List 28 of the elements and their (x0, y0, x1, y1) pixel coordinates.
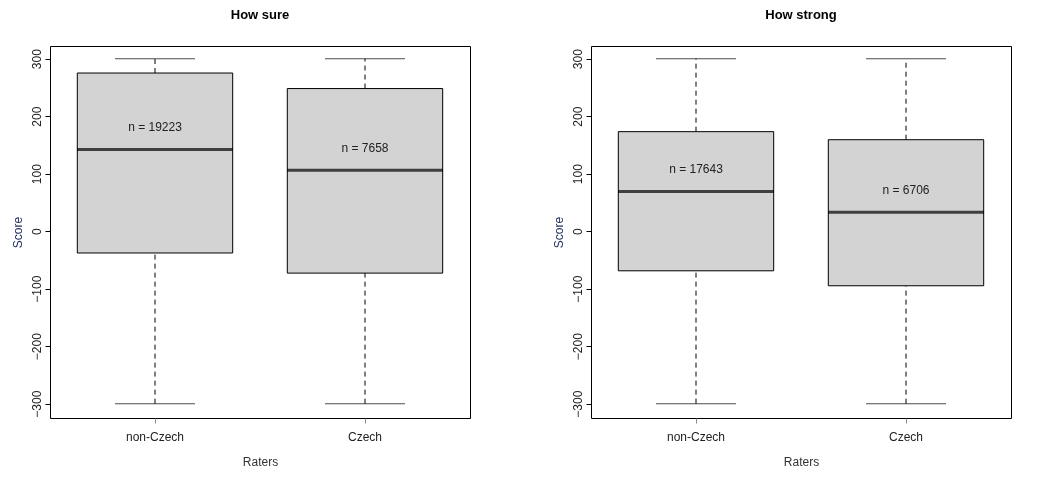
y-tick-label: −300 (570, 390, 585, 418)
annotation: n = 7658 (341, 141, 389, 156)
y-tick-label: −300 (29, 390, 44, 418)
annotation: n = 17643 (669, 162, 724, 177)
x-tick-label: Czech (888, 429, 924, 444)
x-axis-title: Raters (783, 454, 820, 469)
y-tick-label: 0 (29, 227, 44, 235)
y-tick-label: −100 (29, 275, 44, 303)
x-axis-title: Raters (242, 454, 279, 469)
y-tick-label: 200 (570, 106, 585, 127)
y-tick-label: 300 (29, 48, 44, 70)
annotation: n = 6706 (882, 183, 930, 198)
y-tick-label: −200 (29, 332, 44, 361)
y-tick-label: −200 (570, 332, 585, 361)
x-tick-label: non-Czech (125, 429, 185, 444)
y-tick-label: 100 (29, 163, 44, 185)
y-axis-title: Score (10, 216, 25, 249)
x-tick-label: non-Czech (666, 429, 726, 444)
y-tick-label: 0 (570, 227, 585, 235)
y-tick-label: −100 (570, 275, 585, 303)
chart-title: How strong (765, 7, 837, 22)
x-tick-label: Czech (347, 429, 383, 444)
chart-title: How sure (230, 7, 290, 22)
y-tick-label: 100 (570, 163, 585, 185)
annotation: n = 19223 (128, 120, 183, 135)
y-tick-label: 200 (29, 106, 44, 127)
y-axis-title: Score (551, 216, 566, 249)
y-tick-label: 300 (570, 48, 585, 70)
